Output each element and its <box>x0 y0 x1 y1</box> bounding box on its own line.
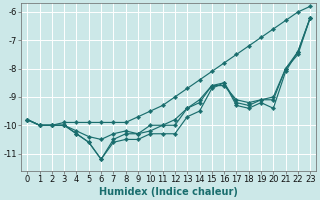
X-axis label: Humidex (Indice chaleur): Humidex (Indice chaleur) <box>99 187 238 197</box>
